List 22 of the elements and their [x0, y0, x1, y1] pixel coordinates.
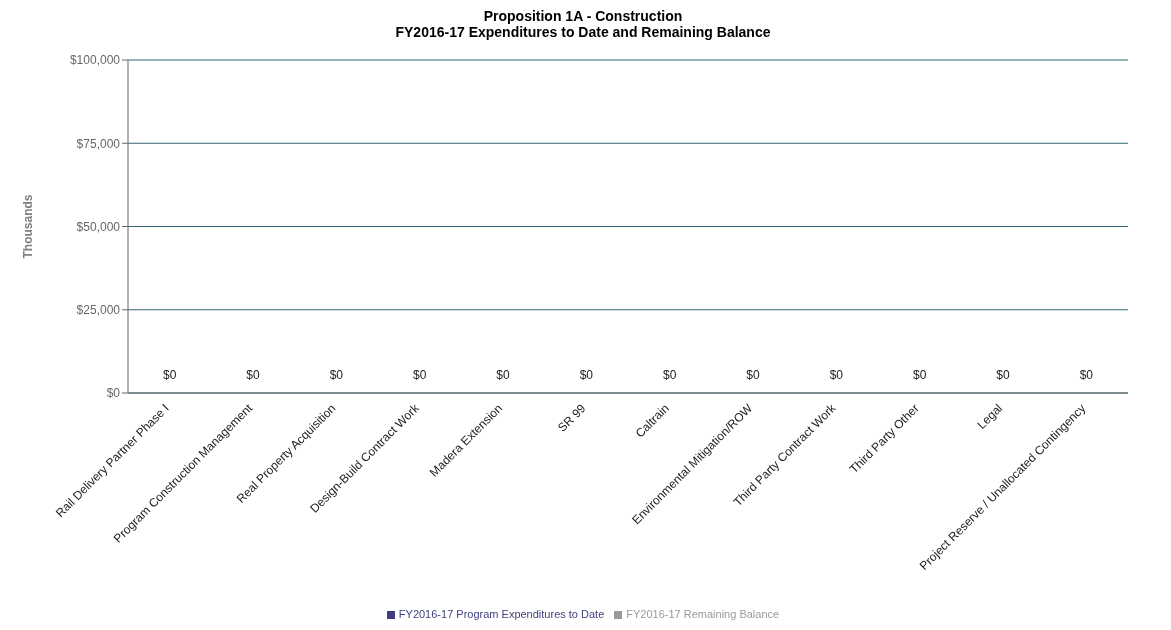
y-tick-label: $50,000 — [76, 219, 121, 234]
y-axis-title: Thousands — [21, 194, 36, 259]
total-label: $0 — [1079, 368, 1094, 382]
total-label: $0 — [746, 368, 760, 382]
total-label: $0 — [996, 368, 1010, 382]
y-tick-label: $0 — [106, 386, 121, 401]
total-label: $0 — [912, 368, 927, 382]
total-label: $0 — [246, 368, 260, 382]
total-label: $0 — [579, 368, 594, 382]
total-label: $0 — [662, 368, 677, 382]
chart-title: Proposition 1A - Construction FY2016-17 Expenditures to Date and Remaining Balance — [394, 8, 772, 40]
legend-label: FY2016-17 Remaining Balance — [626, 608, 780, 620]
total-label: $0 — [496, 368, 510, 382]
total-label: $0 — [829, 368, 844, 382]
y-tick-label: $100,000 — [69, 53, 121, 68]
y-tick-label: $75,000 — [76, 136, 121, 151]
y-tick-label: $25,000 — [76, 303, 121, 318]
total-label: $0 — [329, 368, 344, 382]
total-label: $0 — [412, 368, 427, 382]
x-tick-label: SR 99 — [554, 401, 589, 435]
legend-label: FY2016-17 Program Expenditures to Date — [398, 608, 605, 620]
total-label: $0 — [162, 368, 177, 382]
